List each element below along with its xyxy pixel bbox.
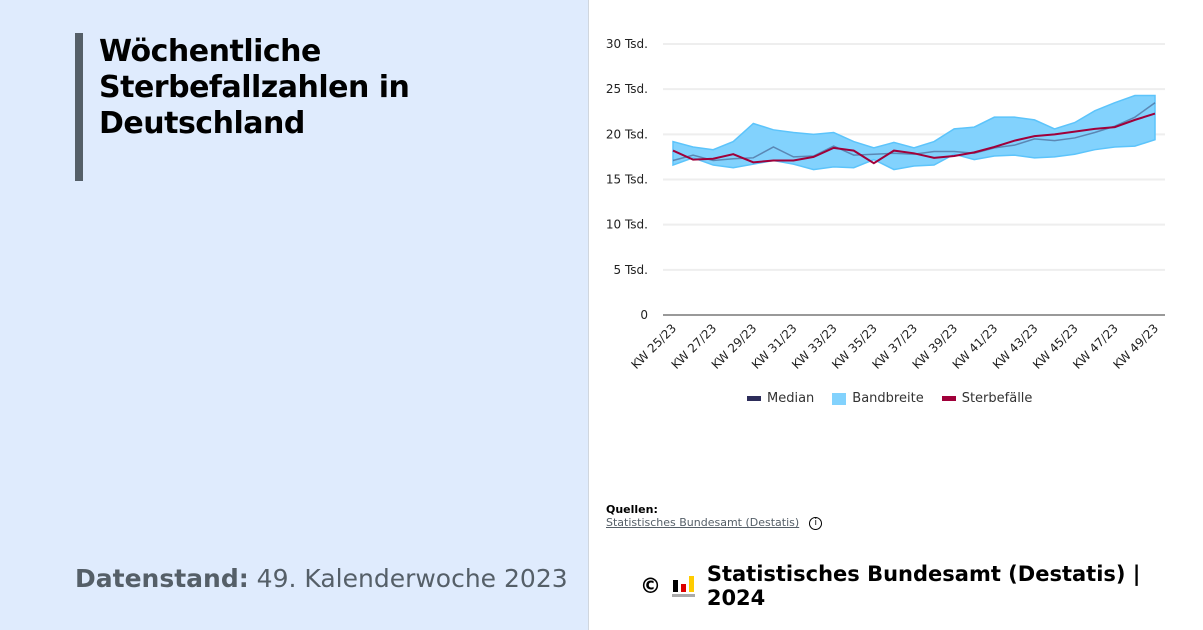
chart: 0 5 Tsd. 10 Tsd. 15 Tsd. 20 Tsd. 25 Tsd. 30 Ts… <box>606 37 1165 372</box>
sources-label: Quellen: <box>606 503 658 516</box>
band-area <box>672 94 1156 171</box>
data-status: Datenstand: 49. Kalenderwoche 2023 <box>75 564 568 593</box>
y-tick-label: 25 Tsd. <box>606 82 648 96</box>
y-tick-label: 5 Tsd. <box>614 263 648 277</box>
legend: Median Bandbreite Sterbefälle <box>747 391 1032 406</box>
data-status-label: Datenstand: <box>75 564 249 593</box>
title-panel: Wöchentliche Sterbefallzahlen in Deutsch… <box>0 0 589 630</box>
destatis-logo-icon <box>672 576 695 597</box>
page-title: Wöchentliche Sterbefallzahlen in Deutsch… <box>99 34 410 141</box>
info-icon[interactable]: i <box>809 516 823 530</box>
accent-bar <box>75 33 83 181</box>
legend-item-band[interactable]: Bandbreite <box>832 391 924 406</box>
y-tick-label: 0 <box>640 308 648 322</box>
copyright: © Statistisches Bundesamt (Destatis) | 2… <box>640 562 1203 610</box>
legend-item-deaths[interactable]: Sterbefälle <box>941 391 1032 406</box>
copyright-symbol: © <box>640 574 661 598</box>
y-tick-label: 30 Tsd. <box>606 37 648 51</box>
y-tick-label: 15 Tsd. <box>606 173 648 187</box>
sources: Quellen: Statistisches Bundesamt (Destat… <box>606 503 823 530</box>
source-link[interactable]: Statistisches Bundesamt (Destatis) <box>606 516 800 529</box>
y-tick-label: 20 Tsd. <box>606 127 648 141</box>
deaths-line <box>672 112 1156 165</box>
legend-item-median[interactable]: Median <box>747 391 814 406</box>
data-status-value: 49. Kalenderwoche 2023 <box>256 564 568 593</box>
copyright-text: Statistisches Bundesamt (Destatis) | 202… <box>706 562 1141 610</box>
y-tick-label: 10 Tsd. <box>606 218 648 232</box>
